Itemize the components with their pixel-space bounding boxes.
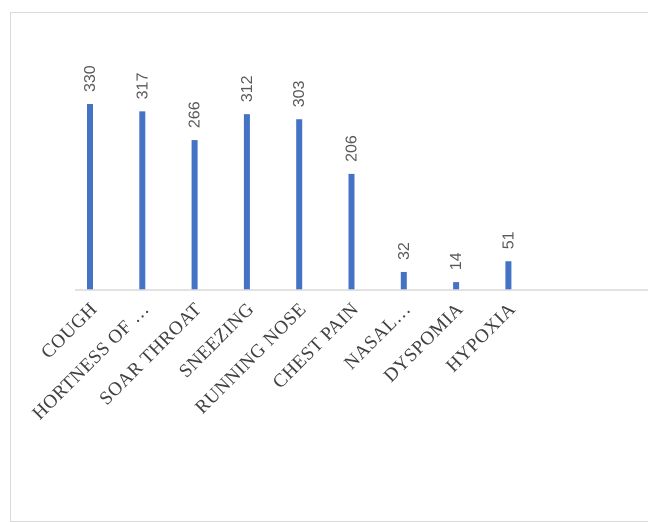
data-label: 51 [500,231,517,249]
bar-nasal [400,271,407,290]
bar-hortness-of [139,111,146,290]
data-labels-layer: 330 317 266 312 303 206 32 14 51 [82,65,517,270]
bar-cough [87,104,93,291]
bars-layer [87,104,512,291]
chart-frame [10,12,648,522]
data-label: 32 [396,242,413,260]
bar-chest-pain [348,173,355,290]
data-label: 317 [134,73,151,100]
data-label: 206 [344,135,361,162]
bar-soar-throat [191,140,198,290]
data-label: 303 [291,80,308,107]
bar-dyspomia [453,282,460,290]
data-label: 330 [82,65,99,92]
data-label: 14 [448,252,465,270]
data-label: 312 [239,75,256,102]
data-label: 266 [187,101,204,128]
bar-running-nose [296,119,303,290]
bar-sneezing [243,114,250,290]
bar-hypoxia [505,261,512,290]
